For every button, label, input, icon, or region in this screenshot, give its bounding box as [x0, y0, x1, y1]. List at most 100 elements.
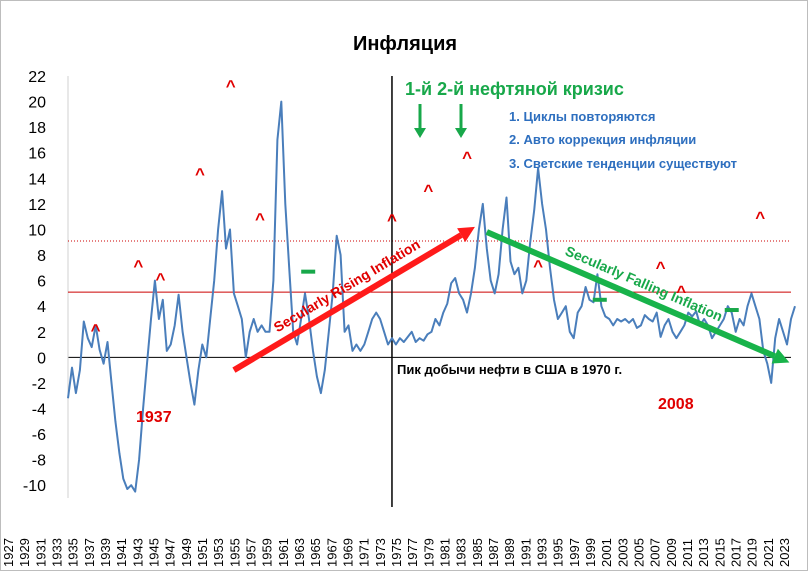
x-tick-label: 1963: [292, 538, 307, 567]
y-tick-label: 10: [28, 222, 46, 239]
x-tick-label: 1975: [389, 538, 404, 567]
x-tick-label: 2013: [696, 538, 711, 567]
x-tick-label: 1949: [179, 538, 194, 567]
x-tick-label: 1965: [308, 538, 323, 567]
x-tick-label: 1971: [357, 538, 372, 567]
rising-trend-label: Secularly Rising Inflation: [271, 236, 423, 335]
y-tick-label: 12: [28, 197, 46, 214]
x-tick-label: 1943: [130, 538, 145, 567]
x-tick-label: 1985: [470, 538, 485, 567]
x-tick-label: 1929: [17, 538, 32, 567]
reference-lines: [68, 76, 791, 507]
oil-crisis-label: 1-й 2-й нефтяной кризис: [405, 79, 624, 99]
x-tick-label: 2005: [632, 538, 647, 567]
x-tick-label: 1991: [518, 538, 533, 567]
x-tick-label: 2021: [761, 538, 776, 567]
x-tick-label: 2023: [777, 538, 792, 567]
chart-title: Инфляция: [353, 33, 457, 55]
x-tick-label: 2007: [648, 538, 663, 567]
y-tick-label: 4: [37, 299, 46, 316]
x-tick-label: 1935: [66, 538, 81, 567]
trend-arrow-line: [232, 232, 463, 373]
point-3: 3. Светские тенденции существуют: [509, 156, 737, 171]
x-tick-label: 1973: [373, 538, 388, 567]
y-tick-label: 22: [28, 69, 46, 86]
plateau-dash: [592, 297, 607, 302]
peak-markers: ^ ^ ^ ^ ^ ^ ^ ^ ^ ^ ^ ^ ^: [91, 76, 766, 339]
y-tick-label: 0: [37, 350, 46, 367]
point-2: 2. Авто коррекция инфляции: [509, 132, 696, 147]
y-tick-label: 20: [28, 95, 46, 112]
y-tick-label: 6: [37, 274, 46, 291]
x-tick-label: 1945: [147, 538, 162, 567]
x-tick-label: 1997: [567, 538, 582, 567]
x-tick-label: 1983: [454, 538, 469, 567]
trend-arrowhead: [457, 226, 475, 242]
x-tick-label: 1993: [535, 538, 550, 567]
x-tick-label: 1957: [244, 538, 259, 567]
x-tick-label: 1933: [50, 538, 65, 567]
x-tick-label: 2003: [615, 538, 630, 567]
y-tick-label: -6: [32, 427, 46, 444]
x-axis: 1927 1929 1931 1933 1935 1937 1939 1941 1943 1945…: [1, 76, 792, 567]
x-tick-label: 2001: [599, 538, 614, 567]
trend-arrow-line: [485, 229, 776, 359]
y-tick-label: 2: [37, 325, 46, 342]
peak-oil-label: Пик добычи нефти в США в 1970 г.: [397, 362, 622, 377]
year-2008-label: 2008: [658, 396, 694, 413]
falling-trend-label: Secularly Falling Inflation: [563, 243, 725, 325]
peak-marker: ^: [462, 148, 472, 167]
x-tick-label: 1959: [260, 538, 275, 567]
key-points: 1. Циклы повторяются 2. Авто коррекция и…: [509, 109, 737, 171]
peak-marker: ^: [255, 209, 265, 228]
inflation-series-line: [67, 100, 796, 493]
plateau-dash: [301, 269, 316, 274]
peak-marker: ^: [226, 76, 236, 95]
x-tick-label: 1981: [438, 538, 453, 567]
x-tick-label: 1953: [211, 538, 226, 567]
x-tick-label: 1961: [276, 538, 291, 567]
oil-crisis-arrowhead-1: [414, 128, 426, 138]
peak-marker: ^: [387, 211, 397, 230]
peak-marker: ^: [423, 181, 433, 200]
peak-marker: ^: [676, 282, 686, 301]
x-tick-label: 1969: [341, 538, 356, 567]
peak-marker: ^: [155, 269, 165, 288]
year-1937-label: 1937: [136, 409, 172, 426]
x-tick-label: 1951: [195, 538, 210, 567]
x-tick-label: 2011: [680, 539, 695, 567]
x-tick-label: 1977: [405, 538, 420, 567]
trend-arrows: Secularly Rising Inflation Secularly Fall…: [232, 226, 790, 373]
peak-marker: ^: [755, 208, 765, 227]
y-tick-label: 14: [28, 171, 46, 188]
y-tick-label: -8: [32, 453, 46, 470]
peak-marker: ^: [91, 321, 101, 340]
x-tick-label: 2009: [664, 538, 679, 567]
y-tick-label: 16: [28, 146, 46, 163]
oil-crisis-arrowhead-2: [455, 128, 467, 138]
x-tick-label: 1999: [583, 538, 598, 567]
x-tick-label: 1979: [421, 538, 436, 567]
peak-marker: ^: [195, 165, 205, 184]
x-tick-label: 1927: [1, 538, 16, 567]
x-tick-label: 1937: [82, 538, 97, 567]
y-tick-label: -10: [23, 478, 46, 495]
x-tick-label: 2019: [745, 538, 760, 567]
y-tick-label: 18: [28, 120, 46, 137]
y-tick-label: -4: [32, 401, 46, 418]
oil-crisis-annotation: 1-й 2-й нефтяной кризис: [405, 79, 624, 138]
x-tick-label: 1939: [98, 538, 113, 567]
x-tick-label: 1941: [114, 538, 129, 567]
trend-arrowhead: [771, 348, 790, 364]
peak-marker: ^: [133, 257, 143, 276]
x-tick-label: 2017: [729, 538, 744, 567]
x-tick-label: 1947: [163, 538, 178, 567]
x-tick-label: 1955: [227, 538, 242, 567]
x-tick-label: 1995: [551, 538, 566, 567]
y-tick-label: -2: [32, 376, 46, 393]
x-tick-label: 1987: [486, 538, 501, 567]
peak-marker: ^: [656, 258, 666, 277]
